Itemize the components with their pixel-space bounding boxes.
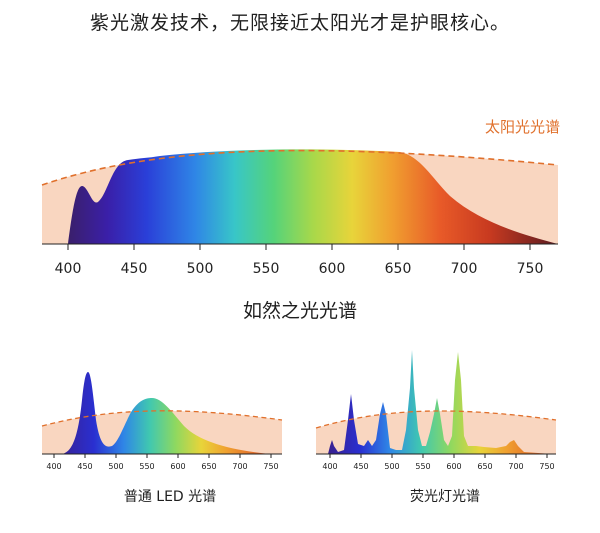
led-tick-label: 400 — [46, 462, 61, 471]
fluor-sun-dashed-curve — [315, 410, 557, 429]
led-axis-ticks: 400 450 500 550 600 650 700 750 — [46, 454, 279, 471]
led-tick-label: 450 — [77, 462, 92, 471]
led-tick-label: 750 — [263, 462, 278, 471]
fluorescent-spectrum-chart: 400 450 500 550 600 650 700 750 — [315, 350, 557, 471]
fluorescent-spectrum-caption: 荧光灯光谱 — [410, 489, 480, 505]
main-tick-label: 750 — [517, 261, 544, 277]
main-tick-label: 400 — [55, 261, 82, 277]
main-spectrum-chart: 400 450 500 550 600 650 700 750 — [41, 149, 559, 277]
led-spectrum-chart: 400 450 500 550 600 650 700 750 — [41, 372, 283, 471]
brand-spectrum-title: 如然之光光谱 — [242, 300, 357, 322]
main-sun-dashed-curve — [41, 149, 559, 186]
fluor-tick-label: 450 — [353, 462, 368, 471]
main-tick-label: 700 — [451, 261, 478, 277]
main-brand-spectrum — [68, 149, 558, 244]
fluor-tick-label: 500 — [384, 462, 399, 471]
headline: 紫光激发技术，无限接近太阳光才是护眼核心。 — [89, 12, 510, 34]
fluor-tick-label: 400 — [322, 462, 337, 471]
fluor-tick-label: 750 — [539, 462, 554, 471]
main-tick-label: 550 — [253, 261, 280, 277]
fluor-spectrum-area — [328, 350, 552, 454]
led-spectrum-caption: 普通 LED 光谱 — [123, 489, 217, 505]
fluor-axis-ticks: 400 450 500 550 600 650 700 750 — [322, 454, 555, 471]
led-tick-label: 500 — [108, 462, 123, 471]
main-axis-ticks: 400 450 500 550 600 650 700 750 — [55, 244, 544, 277]
led-tick-label: 650 — [201, 462, 216, 471]
main-tick-label: 600 — [319, 261, 346, 277]
led-sun-dashed-curve — [41, 410, 283, 427]
main-tick-label: 500 — [187, 261, 214, 277]
fluor-tick-label: 600 — [446, 462, 461, 471]
sun-spectrum-label: 太阳光光谱 — [484, 118, 560, 136]
led-spectrum-area — [62, 372, 270, 454]
fluor-tick-label: 650 — [477, 462, 492, 471]
led-tick-label: 700 — [232, 462, 247, 471]
led-tick-label: 550 — [139, 462, 154, 471]
fluor-tick-label: 700 — [508, 462, 523, 471]
fluor-tick-label: 550 — [415, 462, 430, 471]
main-tick-label: 650 — [385, 261, 412, 277]
main-tick-label: 450 — [121, 261, 148, 277]
led-tick-label: 600 — [170, 462, 185, 471]
